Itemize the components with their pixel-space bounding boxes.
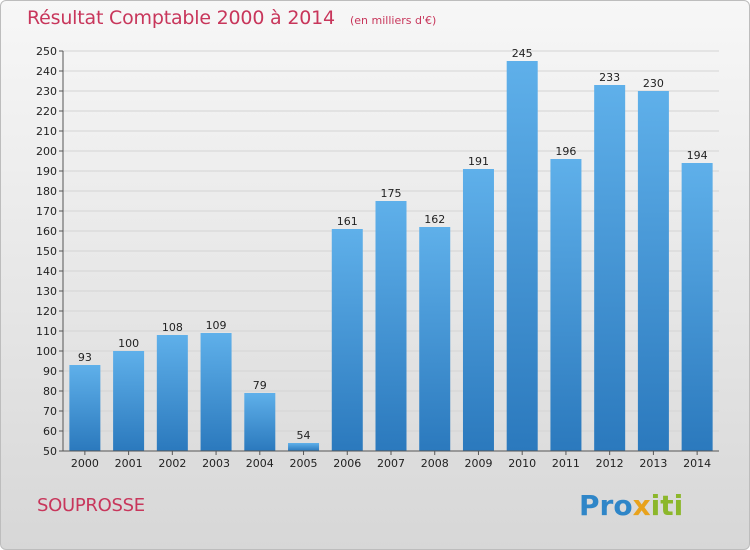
data-label-2003: 109 <box>206 319 227 332</box>
data-label-2001: 100 <box>118 337 139 350</box>
title-row: Résultat Comptable 2000 à 2014 (en milli… <box>27 7 436 29</box>
data-label-2014: 194 <box>687 149 708 162</box>
y-tick-label: 180 <box>36 185 57 198</box>
x-tick-label-2011: 2011 <box>552 457 580 470</box>
y-tick-label: 190 <box>36 165 57 178</box>
bar-2014 <box>681 163 713 451</box>
y-tick-label: 80 <box>43 385 57 398</box>
city-name: SOUPROSSE <box>37 495 145 516</box>
data-label-2011: 196 <box>555 145 576 158</box>
x-tick-label-2013: 2013 <box>639 457 667 470</box>
chart-subtitle: (en milliers d'€) <box>349 14 437 27</box>
y-tick-label: 50 <box>43 445 57 458</box>
x-tick-label-2002: 2002 <box>158 457 186 470</box>
bar-2005 <box>288 443 320 451</box>
x-tick-label-2005: 2005 <box>290 457 318 470</box>
data-labels: 93 100 108 109 79 54 161 175 162 191 245 196 233 230 1… <box>78 47 708 442</box>
x-axis-ticks: 2000 2001 2002 2003 2004 2005 2006 2007 2008 2009… <box>71 451 711 470</box>
proxiti-logo: Proxiti <box>579 489 683 522</box>
data-label-2002: 108 <box>162 321 183 334</box>
bars <box>69 61 713 451</box>
logo-part-3: iti <box>650 489 684 522</box>
x-tick-label-2000: 2000 <box>71 457 99 470</box>
x-tick-label-2004: 2004 <box>246 457 274 470</box>
y-tick-label: 120 <box>36 305 57 318</box>
y-tick-label: 70 <box>43 405 57 418</box>
x-tick-label-2006: 2006 <box>333 457 361 470</box>
x-tick-label-2003: 2003 <box>202 457 230 470</box>
bar-2001 <box>113 351 145 451</box>
data-label-2004: 79 <box>253 379 267 392</box>
y-tick-label: 200 <box>36 145 57 158</box>
x-tick-label-2007: 2007 <box>377 457 405 470</box>
y-tick-label: 250 <box>36 45 57 58</box>
y-tick-label: 150 <box>36 245 57 258</box>
x-tick-label-2014: 2014 <box>683 457 711 470</box>
data-label-2009: 191 <box>468 155 489 168</box>
y-tick-label: 230 <box>36 85 57 98</box>
bar-2008 <box>419 227 451 451</box>
x-tick-label-2008: 2008 <box>421 457 449 470</box>
data-label-2010: 245 <box>512 47 533 60</box>
x-tick-label-2010: 2010 <box>508 457 536 470</box>
x-tick-label-2012: 2012 <box>596 457 624 470</box>
bar-2012 <box>594 85 626 451</box>
y-tick-label: 60 <box>43 425 57 438</box>
y-tick-label: 110 <box>36 325 57 338</box>
y-tick-label: 220 <box>36 105 57 118</box>
data-label-2013: 230 <box>643 77 664 90</box>
bar-2007 <box>375 201 407 451</box>
bar-2010 <box>506 61 538 451</box>
data-label-2006: 161 <box>337 215 358 228</box>
bar-2011 <box>550 159 582 451</box>
x-tick-label-2009: 2009 <box>464 457 492 470</box>
data-label-2000: 93 <box>78 351 92 364</box>
bar-chart: 93 100 108 109 79 54 161 175 162 191 245 196 233 230 1… <box>36 45 719 470</box>
bar-2009 <box>462 169 494 451</box>
x-tick-label-2001: 2001 <box>115 457 143 470</box>
bar-2002 <box>156 335 188 451</box>
y-tick-label: 140 <box>36 265 57 278</box>
y-tick-label: 90 <box>43 365 57 378</box>
y-tick-label: 240 <box>36 65 57 78</box>
bar-2003 <box>200 333 232 451</box>
bar-2000 <box>69 365 101 451</box>
y-tick-label: 100 <box>36 345 57 358</box>
chart-title: Résultat Comptable 2000 à 2014 <box>27 7 335 29</box>
data-label-2012: 233 <box>599 71 620 84</box>
y-tick-label: 160 <box>36 225 57 238</box>
bar-2004 <box>244 393 276 451</box>
logo-part-2: x <box>632 489 651 522</box>
y-tick-label: 130 <box>36 285 57 298</box>
data-label-2008: 162 <box>424 213 445 226</box>
data-label-2007: 175 <box>381 187 402 200</box>
bar-2006 <box>331 229 363 451</box>
data-label-2005: 54 <box>297 429 311 442</box>
y-tick-label: 210 <box>36 125 57 138</box>
logo-part-1: Pro <box>579 489 633 522</box>
bar-2013 <box>637 91 669 451</box>
y-tick-label: 170 <box>36 205 57 218</box>
